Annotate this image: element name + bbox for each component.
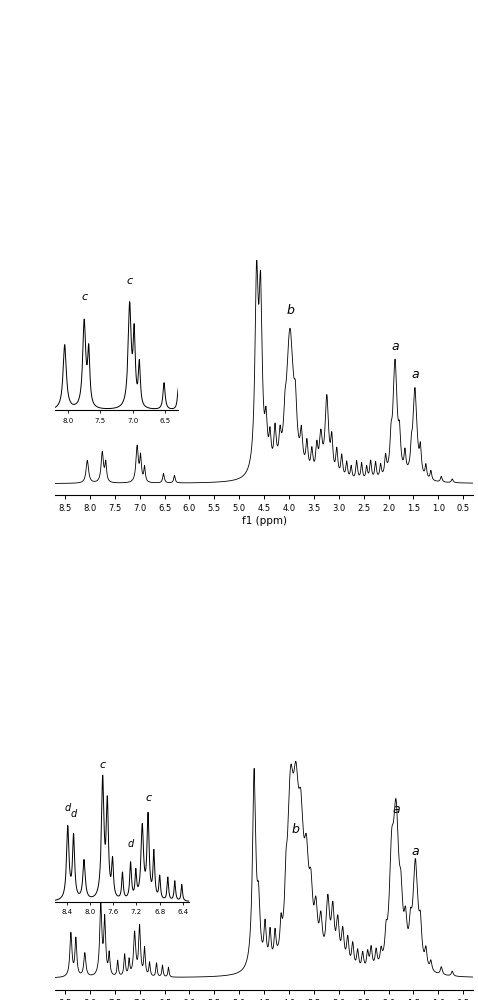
Text: b: b — [292, 823, 300, 836]
Text: b: b — [286, 304, 294, 317]
Text: a: a — [412, 845, 419, 858]
Text: a: a — [392, 803, 400, 816]
X-axis label: f1 (ppm): f1 (ppm) — [241, 516, 287, 526]
Text: a: a — [411, 368, 419, 381]
Text: a: a — [391, 340, 399, 353]
